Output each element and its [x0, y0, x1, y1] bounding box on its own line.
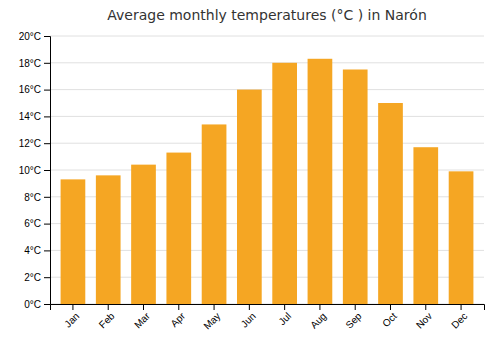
tick-mark	[44, 304, 50, 305]
tick-label: 10°C	[19, 165, 41, 176]
bars	[61, 59, 474, 304]
tick-label: Mar	[132, 310, 152, 330]
tick-label: 16°C	[19, 84, 41, 95]
tick-mark	[390, 304, 391, 310]
tick: Oct	[380, 304, 399, 329]
axis-line	[51, 305, 485, 311]
tick-mark	[44, 116, 50, 117]
grid-line	[50, 36, 484, 37]
x-axis: Jan Feb Mar Apr May Jun Jul Aug Sep Oct Nov Dec	[51, 304, 485, 332]
bar	[272, 63, 297, 304]
bar	[202, 124, 227, 304]
tick-label: 4°C	[24, 245, 41, 256]
tick-mark	[44, 143, 50, 144]
tick-mark	[44, 277, 50, 278]
tick-label: Jan	[62, 310, 81, 329]
bar	[449, 171, 474, 304]
tick-label: 8°C	[24, 192, 41, 203]
tick-mark	[44, 36, 50, 37]
grid-line	[50, 89, 484, 90]
tick-mark	[108, 304, 109, 310]
tick: Apr	[168, 304, 187, 329]
bar	[131, 165, 156, 304]
tick-mark	[44, 170, 50, 171]
tick-label: Feb	[97, 310, 117, 330]
grid-line	[50, 116, 484, 117]
tick: 20°C	[19, 31, 50, 42]
tick: 4°C	[24, 245, 50, 256]
tick-label: Jun	[239, 310, 258, 329]
tick-mark	[425, 304, 426, 310]
bar	[166, 153, 191, 304]
tick: Jun	[239, 304, 258, 330]
tick-mark	[44, 224, 50, 225]
tick: Jul	[276, 304, 293, 327]
tick-mark	[44, 90, 50, 91]
grid	[50, 36, 484, 304]
bar	[61, 179, 86, 304]
tick-label: Apr	[168, 310, 187, 329]
tick-mark	[214, 304, 215, 310]
tick-mark	[178, 304, 179, 310]
tick: 0°C	[24, 299, 50, 310]
tick-label: 12°C	[19, 138, 41, 149]
tick-mark	[44, 63, 50, 64]
tick-label: Sep	[343, 310, 364, 331]
tick-mark	[249, 304, 250, 310]
tick-label: Aug	[308, 310, 328, 330]
tick-label: Oct	[380, 310, 399, 329]
tick-label: 14°C	[19, 111, 41, 122]
tick-label: Jul	[276, 310, 293, 327]
tick-mark	[461, 304, 462, 310]
tick: Aug	[308, 304, 328, 331]
bar	[378, 103, 403, 304]
tick-mark	[355, 304, 356, 310]
tick: 10°C	[19, 165, 50, 176]
tick: Sep	[343, 304, 364, 331]
plot: 0°C 2°C 4°C 6°C 8°C 10°C 12°C 14°C 16°C 18°C 20°C J…	[19, 31, 485, 332]
tick: 16°C	[19, 84, 50, 95]
bar	[237, 90, 262, 304]
bar	[96, 175, 121, 304]
tick-label: 18°C	[19, 58, 41, 69]
title: Average monthly temperatures (°C ) in Na…	[107, 7, 427, 23]
tick: 8°C	[24, 192, 50, 203]
tick-label: Nov	[414, 310, 434, 330]
bar	[413, 147, 438, 304]
tick-label: Dec	[449, 310, 469, 330]
tick-label: 20°C	[19, 31, 41, 42]
tick-mark	[143, 304, 144, 310]
tick-label: 0°C	[24, 299, 41, 310]
tick: 14°C	[19, 111, 50, 122]
tick: Mar	[132, 304, 152, 330]
tick: Feb	[97, 304, 117, 330]
chart: 0°C 2°C 4°C 6°C 8°C 10°C 12°C 14°C 16°C 18°C 20°C J…	[0, 0, 500, 350]
grid-line	[50, 62, 484, 63]
tick: 6°C	[24, 218, 50, 229]
tick: Nov	[414, 304, 434, 331]
tick: 12°C	[19, 138, 50, 149]
tick: 2°C	[24, 272, 50, 283]
tick: Dec	[449, 304, 469, 331]
tick-mark	[44, 250, 50, 251]
bar	[343, 70, 368, 305]
grid-line	[50, 143, 484, 144]
bar	[308, 59, 333, 304]
tick-label: 6°C	[24, 218, 41, 229]
tick-mark	[44, 197, 50, 198]
tick-mark	[72, 304, 73, 310]
tick: 18°C	[19, 58, 50, 69]
tick-mark	[319, 304, 320, 310]
tick-label: 2°C	[24, 272, 41, 283]
tick-mark	[284, 304, 285, 310]
axis-line	[44, 37, 51, 305]
tick-label: May	[201, 310, 222, 331]
y-axis: 0°C 2°C 4°C 6°C 8°C 10°C 12°C 14°C 16°C 18°C 20°C	[19, 31, 51, 310]
tick: Jan	[62, 304, 81, 330]
tick: May	[201, 304, 222, 332]
